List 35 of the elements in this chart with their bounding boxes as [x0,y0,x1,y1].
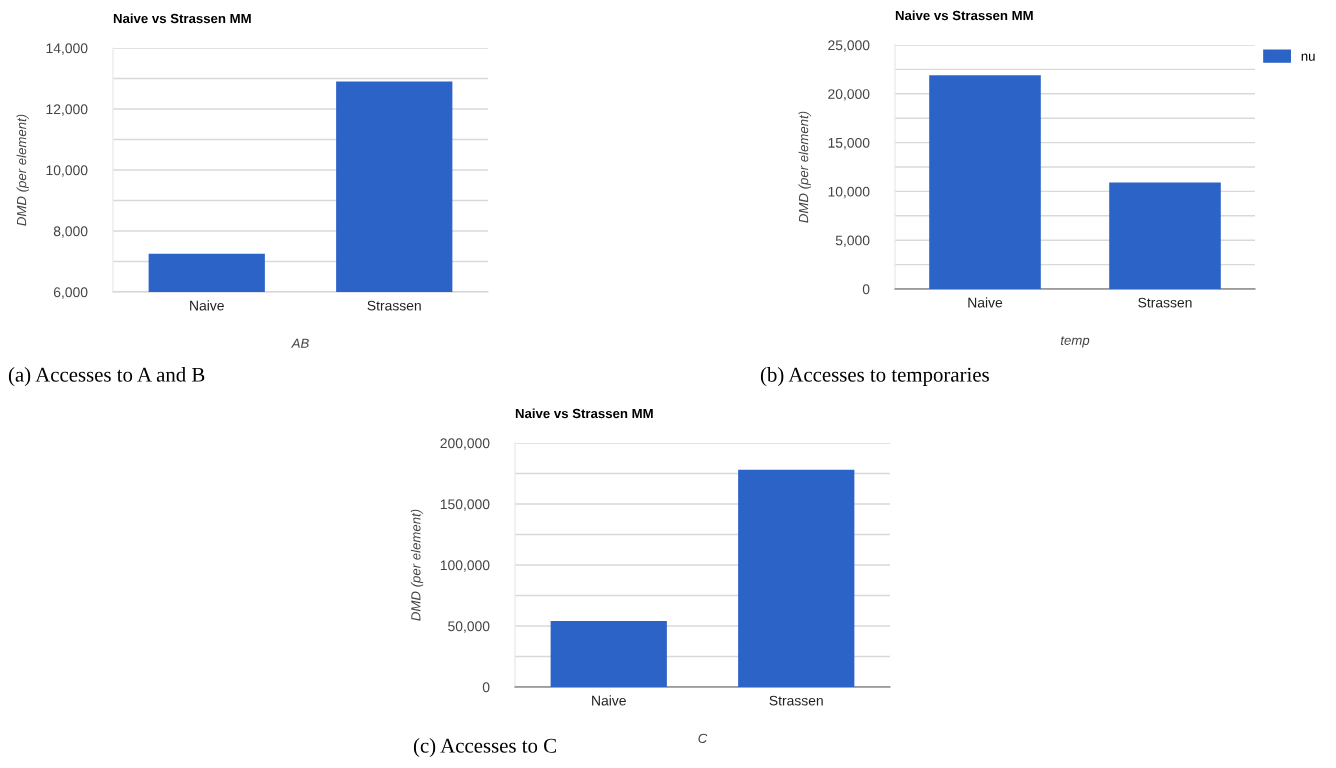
x-tick-label: Strassen [769,695,823,706]
y-tick-label: 0 [862,284,870,295]
x-axis-title: AB [291,338,309,348]
y-tick-label: 200,000 [440,438,490,450]
y-tick-label: 150,000 [440,499,490,511]
y-tick-label: 100,000 [440,560,490,572]
y-tick-label: 15,000 [828,137,870,150]
x-tick-label: Strassen [367,300,421,311]
legend-label: nu [1301,53,1315,61]
x-tick-label: Naive [190,300,224,311]
y-tick-label: 25,000 [828,40,870,52]
y-tick-label: 10,000 [46,165,88,177]
y-tick-label: 5,000 [835,235,870,248]
x-axis-title: C [698,733,708,743]
chart-title: Naive vs Strassen MM [515,408,653,419]
x-tick-label: Strassen [1138,297,1192,308]
y-axis-title: DMD (per element) [16,114,29,226]
y-tick-label: 14,000 [46,43,88,55]
x-tick-label: Naive [968,297,1003,308]
y-axis-title: DMD (per element) [798,111,811,223]
y-tick-label: 0 [482,682,490,693]
y-tick-label: 20,000 [828,89,870,101]
y-tick-label: 8,000 [53,226,88,238]
y-axis-title: DMD (per element) [410,509,424,621]
text: (b) Accesses to temporaries [760,367,989,386]
y-tick-label: 10,000 [828,186,870,199]
x-axis-title: temp [1060,336,1090,348]
y-tick-label: 6,000 [53,287,88,299]
y-tick-label: 50,000 [448,621,490,633]
y-tick-label: 12,000 [46,104,88,116]
chart-title: Naive vs Strassen MM [113,13,251,24]
chart-title: Naive vs Strassen MM [895,10,1033,21]
text: (c) Accesses to C [413,738,556,757]
x-tick-label: Naive [592,695,626,706]
text: (a) Accesses to A and B [8,367,205,386]
